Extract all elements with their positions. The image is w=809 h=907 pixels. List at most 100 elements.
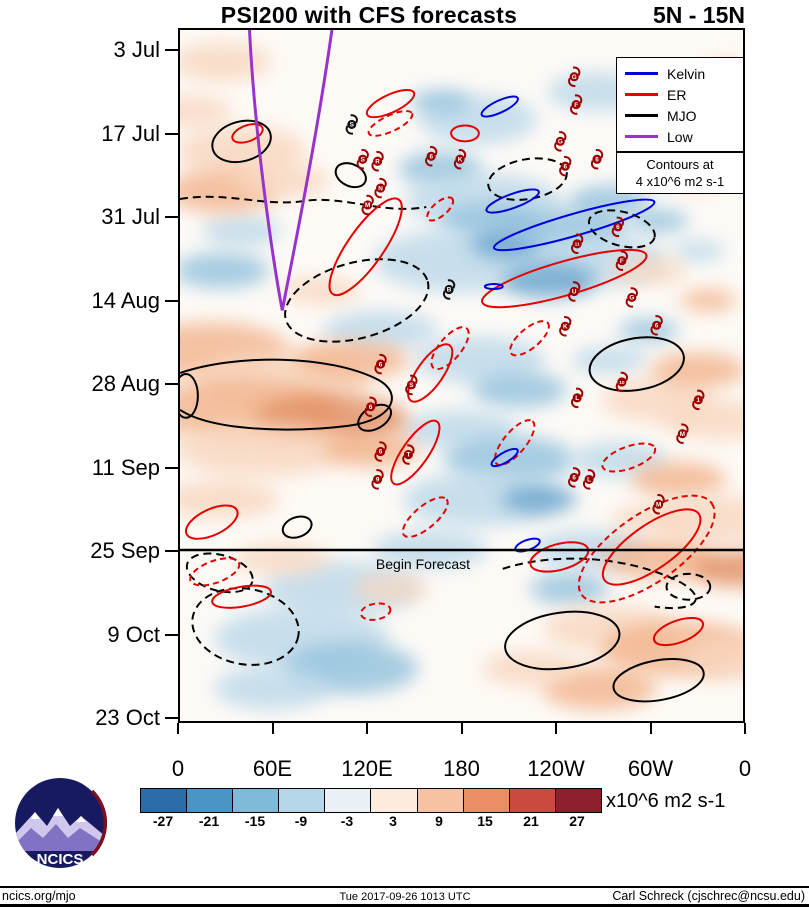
storm-arm: [407, 444, 415, 454]
colorbar-segment: [463, 789, 510, 812]
y-axis-tick: [165, 49, 178, 51]
contour-note-box: Contours at 4 x10^6 m2 s-1: [616, 152, 744, 194]
storm-symbol: 11: [571, 233, 584, 254]
storm-symbol: 6: [364, 396, 377, 417]
mjo-contour: [665, 572, 712, 601]
y-axis-label: 17 Jul: [101, 120, 160, 146]
colorbar-tick-label: 3: [389, 813, 397, 829]
shading-blob: [628, 208, 689, 233]
logo-red-crescent: [90, 789, 107, 857]
storm-label: M: [680, 431, 685, 438]
kelvin-contour: [480, 95, 519, 118]
storm-symbol: 1: [692, 389, 705, 411]
storm-symbol: U: [568, 281, 581, 302]
storm-arm: [568, 478, 576, 488]
mjo-contour: [587, 209, 656, 249]
x-axis-tick: [271, 723, 274, 734]
mjo-contour: [334, 162, 367, 189]
x-axis-tick: [649, 723, 652, 734]
storm-label: 6: [369, 404, 373, 411]
storm-symbol: S: [356, 149, 369, 170]
storm-arm: [571, 244, 579, 254]
kelvin-contour: [483, 283, 504, 290]
colorbar-tick-label: 9: [435, 813, 443, 829]
storm-symbol: G: [568, 66, 581, 87]
storm-arm: [625, 298, 634, 308]
storm-symbol: R: [371, 151, 384, 172]
legend-item-er: ER: [625, 84, 735, 105]
storm-center: [373, 156, 383, 166]
storm-center: [613, 222, 623, 232]
shading-blob: [630, 461, 727, 498]
shading-blob: [652, 495, 743, 544]
storm-symbol: 6: [568, 467, 581, 488]
kelvin-contour: [485, 188, 540, 214]
colorbar-segment: [555, 789, 601, 812]
shading-blob: [481, 650, 578, 687]
page-title: PSI200 with CFS forecasts: [220, 2, 518, 28]
colorbar-segment: [233, 789, 280, 812]
storm-arm: [572, 281, 581, 291]
y-axis-tick: [165, 717, 178, 719]
er-contour: [601, 442, 657, 473]
storm-label: 6: [379, 361, 383, 368]
storm-arm: [405, 385, 413, 396]
storm-center: [426, 151, 436, 161]
storm-arm: [379, 177, 387, 188]
y-axis-label: 14 Aug: [91, 287, 160, 313]
storm-label: 6: [572, 475, 576, 482]
storm-arm: [595, 149, 604, 159]
storm-symbol: M: [676, 423, 689, 444]
storm-arm: [374, 188, 382, 199]
storm-arm: [572, 467, 581, 477]
storm-arm: [366, 194, 374, 205]
storm-arm: [615, 382, 624, 393]
storm-symbol: F: [615, 250, 628, 271]
shading-blob: [322, 431, 419, 468]
colorbar-tick-label: -15: [244, 813, 266, 829]
er-contour: [390, 419, 441, 486]
shading-blob: [180, 479, 280, 520]
storm-arm: [425, 157, 433, 167]
storm-center: [373, 474, 383, 484]
legend-rows: Kelvin ER MJO Low: [625, 63, 735, 147]
legend-item-kelvin: Kelvin: [625, 63, 735, 84]
storm-arm: [655, 315, 663, 325]
colorbar-tick-label: 27: [569, 813, 585, 829]
storm-arm: [554, 142, 562, 152]
storm-arm: [371, 162, 379, 172]
storm-label: L: [575, 395, 579, 402]
storm-arm: [616, 216, 625, 226]
logo-mountains: [15, 808, 105, 851]
y-axis-label: 3 Jul: [113, 37, 160, 62]
storm-arm: [620, 250, 628, 260]
mjo-contour: [180, 195, 427, 210]
storm-label: 10: [619, 380, 625, 386]
er-contour: [430, 326, 470, 371]
contour-note-line2: 4 x10^6 m2 s-1: [635, 174, 725, 189]
storm-arm: [630, 287, 638, 297]
logo-text: NCICS: [37, 851, 84, 868]
storm-label: 6: [616, 224, 620, 231]
storm-arm: [376, 151, 384, 161]
storm-center: [555, 136, 565, 146]
storm-arm: [442, 290, 451, 300]
shading-blob: [201, 214, 282, 247]
storm-label: G: [572, 74, 577, 81]
legend-line-swatch: [625, 135, 658, 138]
er-contour: [231, 123, 264, 144]
legend-label: ER: [667, 86, 687, 103]
storm-arm: [620, 371, 628, 382]
y-axis-tick: [165, 299, 178, 302]
low-pressure-track: [248, 30, 334, 311]
legend-line-swatch: [625, 93, 658, 96]
storm-arm: [410, 374, 418, 385]
mjo-contour: [185, 552, 254, 594]
storm-arm: [371, 480, 379, 490]
storm-arm: [369, 396, 377, 406]
shading-blob: [571, 346, 647, 375]
er-contour: [509, 320, 550, 357]
storm-arm: [563, 316, 572, 326]
storm-arm: [361, 149, 369, 159]
